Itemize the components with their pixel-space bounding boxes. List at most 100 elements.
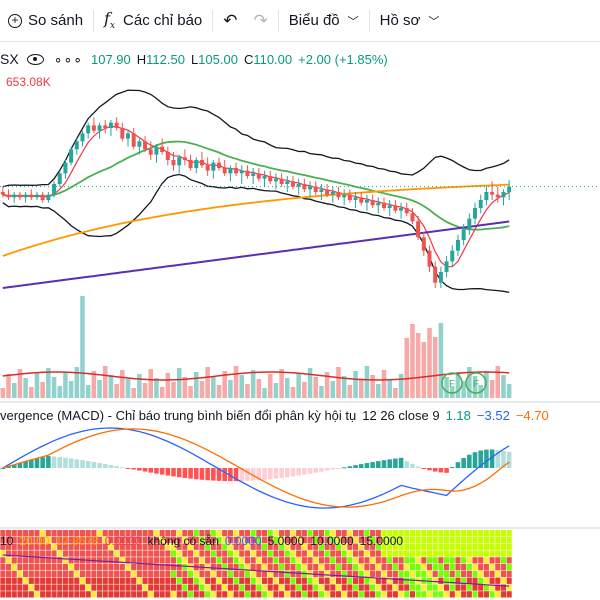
compare-button[interactable]: + So sánh — [0, 0, 91, 42]
heat-cell — [381, 536, 387, 544]
heat-cell — [40, 543, 46, 550]
heat-cell — [11, 564, 17, 571]
heat-cell — [233, 564, 239, 571]
heat-cell — [273, 570, 279, 578]
macd-histogram-bar — [222, 468, 227, 482]
heat-cell — [34, 564, 40, 571]
volume-bar — [193, 372, 199, 398]
macd-histogram-bar — [85, 461, 91, 468]
chart-menu-button[interactable]: Biểu đồ ﹀ — [281, 0, 367, 42]
heat-cell — [159, 536, 165, 544]
heat-cell — [23, 570, 29, 578]
heat-cell — [398, 570, 404, 578]
heat-cell — [216, 584, 222, 591]
macd-histogram-bar — [68, 458, 74, 468]
heat-cell — [273, 550, 279, 557]
heat-cell — [5, 564, 12, 571]
heat-cell — [352, 584, 359, 591]
heat-cell — [239, 550, 245, 557]
macd-histogram-bar — [455, 462, 461, 468]
heat-cell — [148, 530, 154, 537]
volume-bar — [449, 386, 455, 398]
heat-cell — [296, 550, 302, 557]
volume-bar — [296, 373, 301, 398]
volume-bar — [6, 374, 11, 398]
candle-body — [370, 200, 375, 206]
volume-bar — [171, 382, 176, 398]
heat-cell — [17, 550, 23, 557]
candle-body — [188, 160, 193, 168]
heat-cell — [199, 577, 205, 584]
candle-body — [342, 194, 347, 198]
heat-cell — [119, 550, 125, 557]
heat-cell — [182, 584, 188, 591]
macd-histogram-bar — [358, 464, 364, 468]
bollinger-upper-line — [2, 89, 510, 188]
heat-cell — [495, 536, 501, 544]
heat-cell — [426, 564, 433, 571]
undo-button[interactable]: ↶ — [215, 0, 245, 42]
macd-histogram-bar — [63, 457, 68, 468]
heat-cell — [136, 557, 142, 564]
heat-cell — [182, 550, 188, 557]
heat-cell — [296, 564, 302, 571]
heat-cell — [352, 543, 359, 550]
heat-cell — [483, 570, 489, 578]
indicators-button[interactable]: fx Các chỉ báo — [96, 0, 210, 42]
heat-cell — [199, 557, 205, 564]
event-marker-label: F — [473, 379, 479, 390]
heat-cell — [85, 591, 91, 598]
heat-cell — [68, 557, 74, 564]
macd-histogram-bar — [188, 468, 193, 479]
candle-body — [80, 133, 85, 142]
heat-cell — [45, 577, 51, 584]
heat-cell — [108, 570, 114, 578]
heat-cell — [85, 570, 91, 578]
heat-cell — [466, 570, 472, 578]
heat-cell — [364, 550, 370, 557]
redo-button[interactable]: ↷ — [246, 0, 276, 42]
heat-cell — [17, 570, 23, 578]
heat-cell — [193, 530, 199, 537]
heat-cell — [478, 557, 484, 564]
heat-cell — [216, 591, 222, 598]
heat-cell — [51, 530, 57, 537]
heat-cell — [495, 577, 501, 584]
macd-histogram-bar — [319, 468, 324, 472]
macd-histogram-bar — [313, 468, 319, 473]
profile-menu-button[interactable]: Hồ sơ ﹀ — [372, 0, 448, 42]
heat-cell — [347, 557, 353, 564]
heat-cell — [233, 577, 239, 584]
heat-cell — [375, 536, 381, 544]
heat-cell — [500, 536, 507, 544]
heat-cell — [96, 584, 103, 591]
macd-histogram-bar — [290, 468, 296, 477]
heat-cell — [335, 550, 342, 557]
heat-cell — [199, 530, 205, 537]
candle-body — [473, 208, 478, 219]
heat-cell — [318, 550, 324, 557]
volume-bar — [80, 296, 85, 398]
more-icon[interactable]: ∘∘∘ — [53, 50, 83, 67]
compare-label: So sánh — [28, 12, 84, 29]
heat-cell — [421, 570, 427, 578]
ind-param-2: 20.00 — [19, 534, 50, 548]
heat-cell — [392, 557, 398, 564]
ma-purple-line — [2, 220, 510, 289]
heat-cell — [102, 530, 108, 537]
heat-cell — [426, 584, 433, 591]
heat-cell — [131, 557, 137, 564]
candle-body — [478, 200, 483, 208]
heat-cell — [438, 536, 444, 544]
heat-cell — [478, 570, 484, 578]
heat-cell — [261, 577, 268, 584]
candle-body — [57, 173, 62, 184]
heat-cell — [296, 591, 302, 598]
heat-cell — [500, 577, 507, 584]
eye-icon[interactable] — [26, 53, 44, 65]
heat-cell — [222, 557, 228, 564]
heat-cell — [341, 570, 347, 578]
symbol-label[interactable]: SX — [0, 51, 19, 67]
heat-cell — [324, 577, 330, 584]
